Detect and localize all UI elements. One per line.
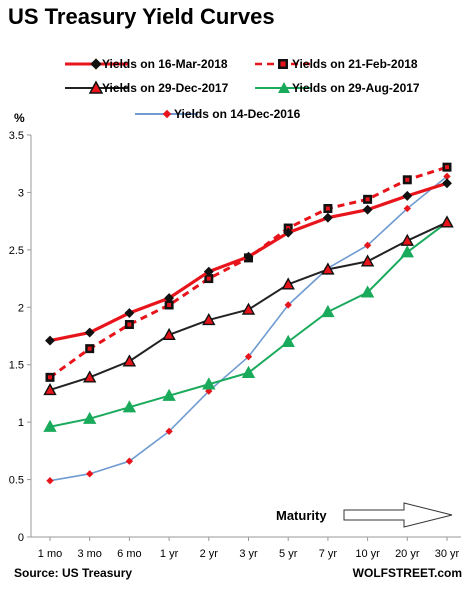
maturity-arrow: Maturity [276, 502, 453, 528]
data-point [43, 419, 57, 432]
series-2 [43, 215, 454, 396]
x-tick-label: 20 yr [395, 548, 420, 560]
series-group [43, 162, 454, 485]
x-tick-label: 5 yr [279, 548, 298, 560]
data-point [402, 190, 413, 201]
data-point [360, 285, 375, 298]
data-point [86, 470, 94, 478]
y-tick-labels: 0 0.5 1 1.5 2 2.5 3 3.5 [9, 130, 31, 544]
data-point [362, 204, 373, 215]
chart-title: US Treasury Yield Curves [8, 4, 275, 29]
data-point [244, 352, 253, 361]
data-point-inner [206, 276, 211, 281]
x-tick-label: 10 yr [355, 548, 380, 560]
data-point [400, 245, 414, 258]
y-tick-label: 2.5 [9, 245, 24, 257]
credit-note: WOLFSTREET.com [353, 566, 462, 580]
data-point [442, 178, 452, 189]
x-tick-label: 1 yr [160, 548, 179, 560]
x-tick-label: 6 mo [117, 548, 141, 560]
data-point [202, 377, 216, 390]
legend-label-series-1: Yields on 21-Feb-2018 [292, 57, 418, 71]
y-tick-label: 1.5 [9, 360, 24, 372]
data-point [281, 334, 295, 347]
data-point [202, 312, 216, 326]
y-tick-label: 1 [18, 417, 24, 429]
source-note: Source: US Treasury [14, 566, 132, 580]
data-point [46, 477, 54, 485]
legend-entry-series-2: Yields on 29-Dec-2017 [65, 80, 229, 95]
x-tick-label: 3 mo [77, 548, 101, 560]
data-point-inner [87, 346, 92, 351]
y-axis-label: % [14, 111, 25, 125]
x-tick-label: 3 yr [239, 548, 258, 560]
x-tick-label: 7 yr [319, 548, 338, 560]
data-point [162, 327, 176, 341]
y-tick-label: 3.5 [9, 130, 24, 142]
data-point [321, 304, 335, 318]
y-tick-label: 3 [18, 187, 24, 199]
data-point [243, 251, 254, 262]
data-point [400, 233, 414, 246]
data-point-inner [365, 197, 370, 202]
data-point-inner [167, 302, 172, 307]
series-line-4 [49, 175, 448, 482]
data-point [165, 427, 173, 436]
maturity-annotation: Maturity [276, 508, 327, 523]
data-point [321, 262, 335, 275]
data-point [83, 411, 97, 424]
data-point [284, 301, 292, 309]
data-point-inner [445, 165, 449, 170]
legend-entry-series-1: Yields on 21-Feb-2018 [255, 57, 418, 71]
data-point [443, 172, 451, 181]
x-tick-label: 1 mo [38, 548, 62, 560]
x-tick-label: 30 yr [435, 548, 460, 560]
data-point-inner [127, 322, 132, 327]
data-point [125, 457, 134, 465]
data-point [241, 302, 256, 315]
data-point [162, 388, 176, 401]
legend-entry-series-0: Yields on 16-Mar-2018 [65, 57, 228, 71]
data-point [122, 354, 137, 367]
legend-label-series-4: Yields on 14-Dec-2016 [174, 107, 301, 121]
legend-entry-series-4: Yields on 14-Dec-2016 [135, 107, 301, 121]
legend-label-series-2: Yields on 29-Dec-2017 [102, 81, 229, 95]
data-point [363, 241, 372, 249]
legend-label-series-3: Yields on 29-Aug-2017 [292, 81, 420, 95]
data-point-inner [48, 375, 52, 380]
data-point [322, 212, 333, 223]
legend-entry-series-3: Yields on 29-Aug-2017 [255, 81, 420, 95]
data-point [203, 266, 214, 277]
data-point [164, 293, 175, 304]
data-point [283, 227, 294, 238]
y-tick-label: 0 [18, 532, 24, 544]
data-point [440, 215, 454, 228]
legend: Yields on 16-Mar-2018 Yields on 21-Feb-2… [65, 57, 420, 121]
x-tick-label: 2 yr [200, 548, 219, 560]
series-1 [45, 162, 452, 382]
data-point [124, 308, 135, 318]
x-tick-labels: 1 mo 3 mo 6 mo 1 yr 2 yr 3 yr 5 yr 7 yr 10 yr 20 … [38, 537, 460, 560]
legend-label-series-0: Yields on 16-Mar-2018 [102, 57, 228, 71]
data-point-inner [325, 206, 330, 211]
data-point-inner [405, 177, 410, 182]
data-point [45, 335, 55, 346]
data-point [241, 365, 256, 378]
data-point [360, 254, 375, 267]
y-tick-label: 2 [18, 302, 24, 314]
data-point [83, 370, 97, 383]
data-point [122, 400, 137, 413]
series-4 [46, 172, 451, 485]
data-point [281, 277, 295, 290]
y-tick-label: 0.5 [9, 475, 24, 487]
data-point [43, 383, 57, 396]
